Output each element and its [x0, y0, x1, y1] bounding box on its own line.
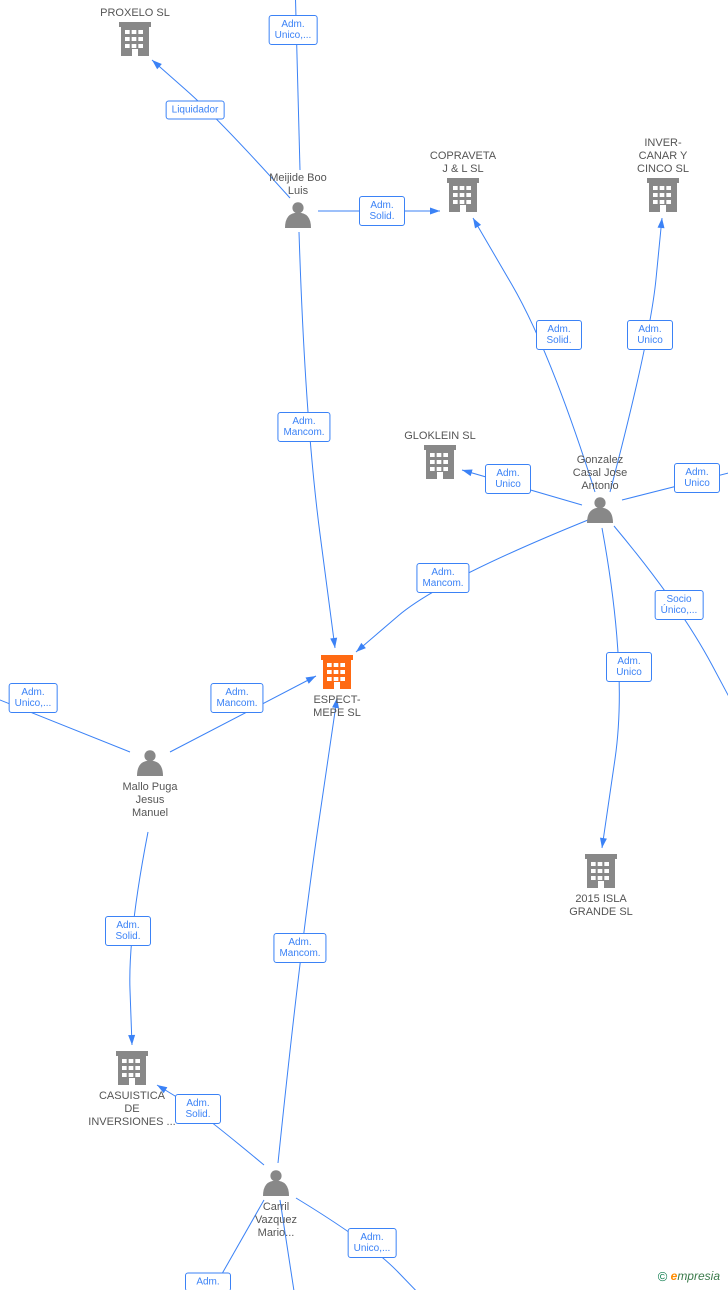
edge-4	[473, 218, 595, 492]
node-label-gloklein[interactable]: GLOKLEIN SL	[380, 428, 500, 443]
node-label-promo[interactable]: PROMO Y VIVI AMB	[702, 767, 728, 808]
edge-label-2: Adm. Solid.	[359, 196, 405, 226]
edge-label-3: Adm. Mancom.	[277, 412, 330, 442]
node-label-invercanar[interactable]: INVER- CANAR Y CINCO SL	[603, 135, 723, 176]
edge-label-9: Adm. Unico	[606, 652, 652, 682]
company-node-espect[interactable]	[321, 655, 353, 689]
edge-label-5: Adm. Unico	[627, 320, 673, 350]
company-node-copraveta[interactable]	[447, 178, 479, 212]
edge-label-0: Liquidador	[166, 101, 225, 120]
node-label-casuistica[interactable]: CASUISTICA DE INVERSIONES ...	[72, 1088, 192, 1129]
node-label-gonzalez[interactable]: Gonzalez Casal Jose Antonio	[540, 452, 660, 493]
edge-arrow-5	[658, 218, 665, 228]
edge-arrow-13	[128, 1035, 135, 1045]
company-node-proxelo[interactable]	[119, 22, 151, 56]
node-label-meijide[interactable]: Meijide Boo Luis	[238, 170, 358, 198]
company-node-invercanar[interactable]	[647, 178, 679, 212]
edge-label-1: Adm. Unico,...	[269, 15, 318, 45]
node-label-mallo[interactable]: Mallo Puga Jesus Manuel	[90, 779, 210, 820]
edge-arrow-2	[430, 208, 440, 215]
edge-arrow-8	[356, 643, 366, 652]
person-node-mallo[interactable]	[137, 750, 163, 776]
edge-label-6: Adm. Unico	[485, 464, 531, 494]
node-label-copraveta[interactable]: COPRAVETA J & L SL	[403, 148, 523, 176]
company-node-isla[interactable]	[585, 854, 617, 888]
edge-label-14: Adm. Solid.	[175, 1094, 221, 1124]
edge-label-4: Adm. Solid.	[536, 320, 582, 350]
node-label-espect[interactable]: ESPECT- MEPE SL	[277, 692, 397, 720]
person-node-gonzalez[interactable]	[587, 497, 613, 523]
edge-arrow-12	[306, 676, 316, 684]
edge-5	[610, 218, 662, 492]
edge-arrow-3	[330, 638, 337, 648]
edge-label-18: Adm.	[185, 1273, 231, 1290]
edge-label-15: Adm. Mancom.	[273, 933, 326, 963]
person-node-carril[interactable]	[263, 1170, 289, 1196]
edge-label-16: Adm. Unico,...	[348, 1228, 397, 1258]
edge-10	[614, 526, 728, 725]
edge-arrow-6	[462, 469, 473, 476]
edge-arrow-4	[473, 218, 481, 228]
edge-label-13: Adm. Solid.	[105, 916, 151, 946]
edge-label-10: Socio Único,...	[655, 590, 704, 620]
edge-8	[356, 520, 588, 652]
edge-15	[278, 698, 337, 1163]
company-node-casuistica[interactable]	[116, 1051, 148, 1085]
edge-label-12: Adm. Mancom.	[210, 683, 263, 713]
edge-label-11: Adm. Unico,...	[9, 683, 58, 713]
edge-arrow-0	[152, 60, 162, 69]
node-label-proxelo[interactable]: PROXELO SL	[75, 5, 195, 20]
edge-arrow-9	[600, 838, 607, 848]
company-node-gloklein[interactable]	[424, 445, 456, 479]
node-label-isla[interactable]: 2015 ISLA GRANDE SL	[541, 891, 661, 919]
edge-label-7: Adm. Unico	[674, 463, 720, 493]
copyright-symbol: ©	[658, 1269, 668, 1284]
person-node-meijide[interactable]	[285, 202, 311, 228]
edge-label-8: Adm. Mancom.	[416, 563, 469, 593]
node-label-carril[interactable]: Carril Vazquez Mario...	[216, 1199, 336, 1240]
edge-9	[602, 528, 619, 848]
copyright-footer: © empresia	[658, 1269, 720, 1284]
